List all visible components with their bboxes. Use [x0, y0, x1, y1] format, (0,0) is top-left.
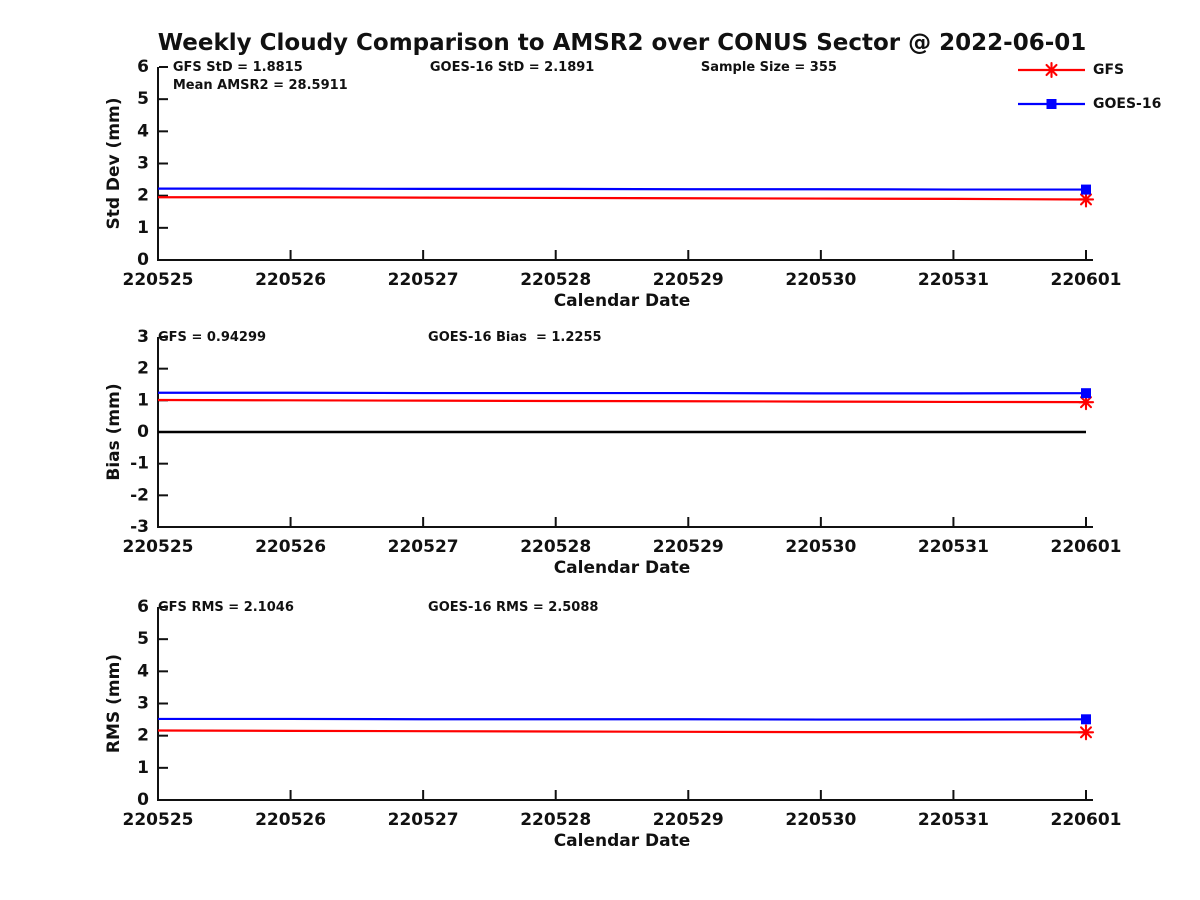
series-line-goes-16 [158, 717, 1087, 721]
y-tick-label: 5 [137, 629, 149, 649]
y-axis-label: RMS (mm) [104, 654, 124, 753]
chart-std-dev: 0 1 2 3 4 5 6 220525 220526 220527 220528 220529 220… [104, 57, 1121, 311]
y-tick-label: 0 [137, 250, 149, 270]
stat-annotation: GOES-16 StD = 2.1891 [430, 60, 594, 75]
stat-annotation: GFS StD = 1.8815 [173, 60, 303, 75]
y-tick-label: -2 [130, 485, 149, 505]
x-axis-label: Calendar Date [554, 291, 691, 311]
series-line-gfs [157, 729, 1087, 734]
chart-rms: 0 1 2 3 4 5 6 220525 220526 220527 220528 220529 220… [104, 597, 1121, 851]
x-tick-label: 220526 [255, 537, 326, 557]
x-tick-label: 220531 [918, 537, 989, 557]
x-tick-label: 220531 [918, 270, 989, 290]
legend-entry-gfs: GFS [1018, 61, 1124, 79]
x-tick-label: 220526 [255, 810, 326, 830]
y-tick-label: 3 [137, 327, 149, 347]
series-marker-goes-16 [1081, 184, 1091, 195]
x-tick-label: 220528 [520, 537, 591, 557]
stat-annotation: GOES-16 RMS = 2.5088 [428, 600, 598, 615]
y-tick-label: 4 [137, 121, 149, 141]
axis-frame [157, 67, 1093, 261]
series-marker-goes-16 [1081, 714, 1091, 725]
x-tick-label: 220601 [1051, 810, 1122, 830]
x-tick-label: 220527 [388, 270, 459, 290]
stat-annotation: Mean AMSR2 = 28.5911 [173, 78, 348, 93]
series-marker-gfs [1077, 724, 1095, 741]
y-tick-label: 1 [137, 218, 149, 238]
legend-entry-goes-16: GOES-16 [1018, 96, 1161, 112]
y-tick-label: 3 [137, 154, 149, 174]
series-line-gfs [157, 398, 1087, 404]
legend-label: GFS [1093, 62, 1124, 78]
x-tick-label: 220601 [1051, 270, 1122, 290]
x-axis-label: Calendar Date [554, 831, 691, 851]
y-tick-label: -1 [130, 454, 149, 474]
legend-marker-square [1046, 99, 1057, 109]
x-tick-label: 220529 [653, 537, 724, 557]
y-tick-label: 4 [137, 661, 149, 681]
y-tick-label: 5 [137, 89, 149, 109]
figure-title: Weekly Cloudy Comparison to AMSR2 over C… [158, 30, 1087, 56]
series-line-gfs [158, 196, 1087, 201]
y-tick-label: 0 [137, 790, 149, 810]
stat-annotation: GFS RMS = 2.1046 [158, 600, 294, 615]
y-tick-label: 1 [137, 758, 149, 778]
x-tick-label: 220526 [255, 270, 326, 290]
x-tick-label: 220525 [123, 270, 194, 290]
y-axis-label: Std Dev (mm) [104, 97, 124, 229]
stat-annotation: GFS = 0.94299 [158, 330, 266, 345]
y-tick-label: 0 [137, 422, 149, 442]
x-tick-label: 220601 [1051, 537, 1122, 557]
series-line-goes-16 [158, 187, 1087, 191]
legend: GFS GOES-16 [1018, 61, 1161, 112]
chart-bias: -3 -2 -1 0 1 2 3 220525 220526 220527 220528 220529… [104, 327, 1121, 578]
x-tick-label: 220528 [520, 270, 591, 290]
stat-annotation: Sample Size = 355 [701, 60, 837, 75]
x-tick-label: 220531 [918, 810, 989, 830]
x-tick-label: 220529 [653, 810, 724, 830]
x-tick-label: 220529 [653, 270, 724, 290]
x-tick-label: 220528 [520, 810, 591, 830]
series-marker-gfs [1077, 394, 1095, 411]
x-tick-label: 220530 [785, 537, 856, 557]
x-tick-label: 220527 [388, 537, 459, 557]
legend-label: GOES-16 [1093, 96, 1161, 112]
x-tick-label: 220525 [123, 537, 194, 557]
axis-frame [157, 607, 1093, 801]
y-tick-label: -3 [130, 517, 149, 537]
series-line-goes-16 [158, 391, 1087, 395]
y-tick-label: 6 [137, 57, 149, 77]
y-tick-label: 2 [137, 359, 149, 379]
stat-annotation: GOES-16 Bias = 1.2255 [428, 330, 601, 345]
x-tick-label: 220530 [785, 270, 856, 290]
y-tick-label: 2 [137, 186, 149, 206]
y-tick-label: 6 [137, 597, 149, 617]
x-tick-label: 220527 [388, 810, 459, 830]
y-tick-label: 3 [137, 694, 149, 714]
series-marker-goes-16 [1081, 388, 1091, 399]
series-marker-gfs [1077, 191, 1095, 208]
legend-marker-asterisk [1043, 61, 1060, 79]
x-tick-label: 220530 [785, 810, 856, 830]
x-axis-label: Calendar Date [554, 558, 691, 578]
y-axis-label: Bias (mm) [104, 383, 124, 480]
y-tick-label: 2 [137, 726, 149, 746]
y-tick-label: 1 [137, 390, 149, 410]
x-tick-label: 220525 [123, 810, 194, 830]
